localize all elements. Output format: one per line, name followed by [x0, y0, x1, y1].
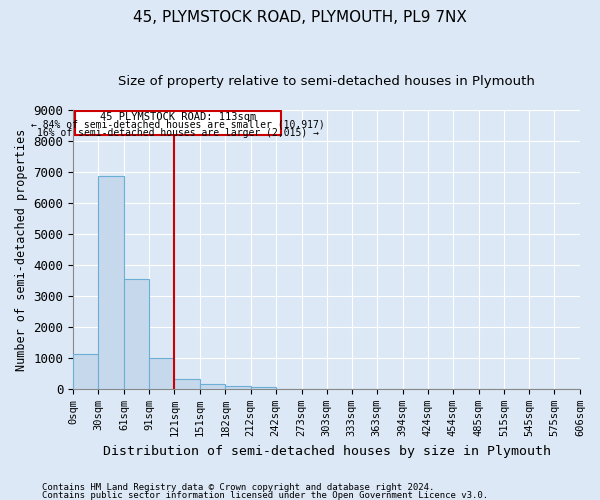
Bar: [124, 278, 149, 389]
X-axis label: Distribution of semi-detached houses by size in Plymouth: Distribution of semi-detached houses by …: [103, 444, 551, 458]
Text: 16% of semi-detached houses are larger (2,015) →: 16% of semi-detached houses are larger (…: [37, 128, 319, 138]
Bar: [251, 387, 275, 389]
Text: Contains HM Land Registry data © Crown copyright and database right 2024.: Contains HM Land Registry data © Crown c…: [42, 484, 434, 492]
Bar: [200, 384, 226, 389]
Bar: [75, 110, 281, 136]
Text: 45, PLYMSTOCK ROAD, PLYMOUTH, PL9 7NX: 45, PLYMSTOCK ROAD, PLYMOUTH, PL9 7NX: [133, 10, 467, 25]
Bar: [149, 358, 175, 389]
Text: ← 84% of semi-detached houses are smaller (10,917): ← 84% of semi-detached houses are smalle…: [31, 120, 325, 130]
Bar: [98, 176, 124, 389]
Bar: [226, 386, 251, 389]
Title: Size of property relative to semi-detached houses in Plymouth: Size of property relative to semi-detach…: [118, 75, 535, 88]
Y-axis label: Number of semi-detached properties: Number of semi-detached properties: [15, 128, 28, 370]
Text: 45 PLYMSTOCK ROAD: 113sqm: 45 PLYMSTOCK ROAD: 113sqm: [100, 112, 256, 122]
Text: Contains public sector information licensed under the Open Government Licence v3: Contains public sector information licen…: [42, 490, 488, 500]
Bar: [175, 379, 200, 389]
Bar: [73, 354, 98, 389]
